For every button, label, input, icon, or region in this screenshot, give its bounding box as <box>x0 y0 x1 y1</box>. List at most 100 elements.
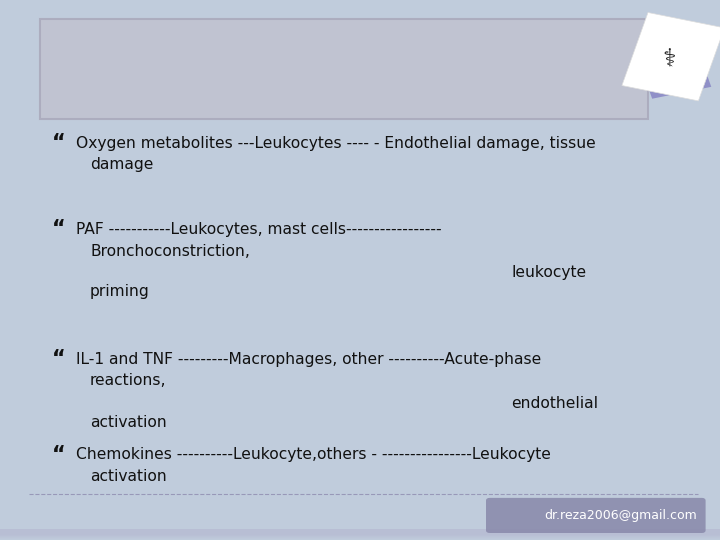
Bar <box>0 530 720 535</box>
Bar <box>0 531 720 537</box>
Bar <box>0 533 720 538</box>
Bar <box>0 531 720 536</box>
Bar <box>0 530 720 536</box>
Bar <box>0 534 720 539</box>
Bar <box>0 532 720 537</box>
Text: “: “ <box>52 219 66 240</box>
Bar <box>0 530 720 535</box>
Bar <box>0 531 720 536</box>
Bar <box>0 531 720 537</box>
Bar <box>0 535 720 540</box>
Bar <box>0 530 720 536</box>
Bar <box>0 532 720 538</box>
Bar <box>0 530 720 536</box>
Bar <box>0 530 720 536</box>
Bar <box>0 530 720 536</box>
Bar <box>0 529 720 535</box>
Text: IL-1 and TNF ---------Macrophages, other ----------Acute-phase: IL-1 and TNF ---------Macrophages, other… <box>76 352 541 367</box>
Text: dr.reza2006@gmail.com: dr.reza2006@gmail.com <box>544 509 697 522</box>
Bar <box>0 531 720 536</box>
Bar <box>0 531 720 536</box>
Bar <box>0 534 720 539</box>
Bar <box>0 531 720 537</box>
Bar <box>0 532 720 537</box>
Bar <box>0 531 720 536</box>
Text: Chemokines ----------Leukocyte,others - ----------------Leukocyte: Chemokines ----------Leukocyte,others - … <box>76 447 551 462</box>
Bar <box>0 530 720 535</box>
Text: “: “ <box>52 444 66 465</box>
Bar <box>0 534 720 539</box>
Bar <box>0 529 720 535</box>
Bar <box>0 534 720 539</box>
Bar <box>0 532 720 538</box>
Bar <box>0 532 720 537</box>
Text: ⚕: ⚕ <box>663 48 676 71</box>
Bar <box>0 532 720 538</box>
Bar <box>0 534 720 539</box>
Bar <box>0 532 720 538</box>
Bar <box>0 533 720 538</box>
Bar <box>0 532 720 538</box>
Bar <box>622 12 720 101</box>
Bar <box>0 534 720 539</box>
FancyBboxPatch shape <box>40 19 648 119</box>
Bar <box>0 531 720 536</box>
Bar <box>0 534 720 539</box>
Bar <box>0 533 720 538</box>
Bar <box>0 530 720 536</box>
Bar <box>0 533 720 538</box>
Bar <box>0 531 720 537</box>
Bar <box>0 534 720 539</box>
Bar <box>0 533 720 538</box>
Bar <box>0 531 720 537</box>
Bar <box>0 534 720 539</box>
Bar <box>0 532 720 537</box>
Bar <box>0 532 720 537</box>
Bar <box>0 531 720 537</box>
Text: activation: activation <box>90 469 167 484</box>
Bar <box>0 534 720 539</box>
Bar <box>0 533 720 538</box>
Bar <box>0 532 720 538</box>
Bar <box>0 534 720 539</box>
Bar <box>0 533 720 538</box>
Bar <box>0 533 720 538</box>
Text: PAF -----------Leukocytes, mast cells-----------------: PAF -----------Leukocytes, mast cells---… <box>76 222 441 237</box>
Bar <box>0 532 720 537</box>
Bar <box>0 535 720 540</box>
Text: Bronchoconstriction,: Bronchoconstriction, <box>90 244 250 259</box>
Bar <box>0 529 720 535</box>
Bar <box>0 534 720 539</box>
Text: leukocyte: leukocyte <box>511 265 586 280</box>
Bar <box>0 532 720 537</box>
Bar <box>0 530 720 535</box>
Bar <box>0 531 720 537</box>
Bar <box>0 534 720 539</box>
Bar <box>0 531 720 537</box>
Text: “: “ <box>52 133 66 153</box>
Bar <box>0 535 720 540</box>
Bar <box>0 535 720 540</box>
Text: priming: priming <box>90 284 150 299</box>
Bar <box>0 534 720 539</box>
Bar <box>0 534 720 539</box>
Bar <box>0 534 720 539</box>
Bar <box>0 532 720 538</box>
Text: Oxygen metabolites ---Leukocytes ---- - Endothelial damage, tissue: Oxygen metabolites ---Leukocytes ---- - … <box>76 136 595 151</box>
Bar <box>0 534 720 539</box>
Bar <box>0 530 720 535</box>
Bar <box>0 531 720 536</box>
Bar <box>0 532 720 537</box>
Text: damage: damage <box>90 157 153 172</box>
Bar <box>0 535 720 540</box>
Text: endothelial: endothelial <box>511 396 598 411</box>
Bar <box>0 532 720 538</box>
Bar <box>0 532 720 538</box>
Bar <box>0 530 720 536</box>
Bar <box>0 530 720 536</box>
Bar <box>0 534 720 539</box>
FancyBboxPatch shape <box>486 498 706 533</box>
Bar <box>0 530 720 535</box>
Bar <box>0 531 720 537</box>
Bar <box>0 532 720 537</box>
